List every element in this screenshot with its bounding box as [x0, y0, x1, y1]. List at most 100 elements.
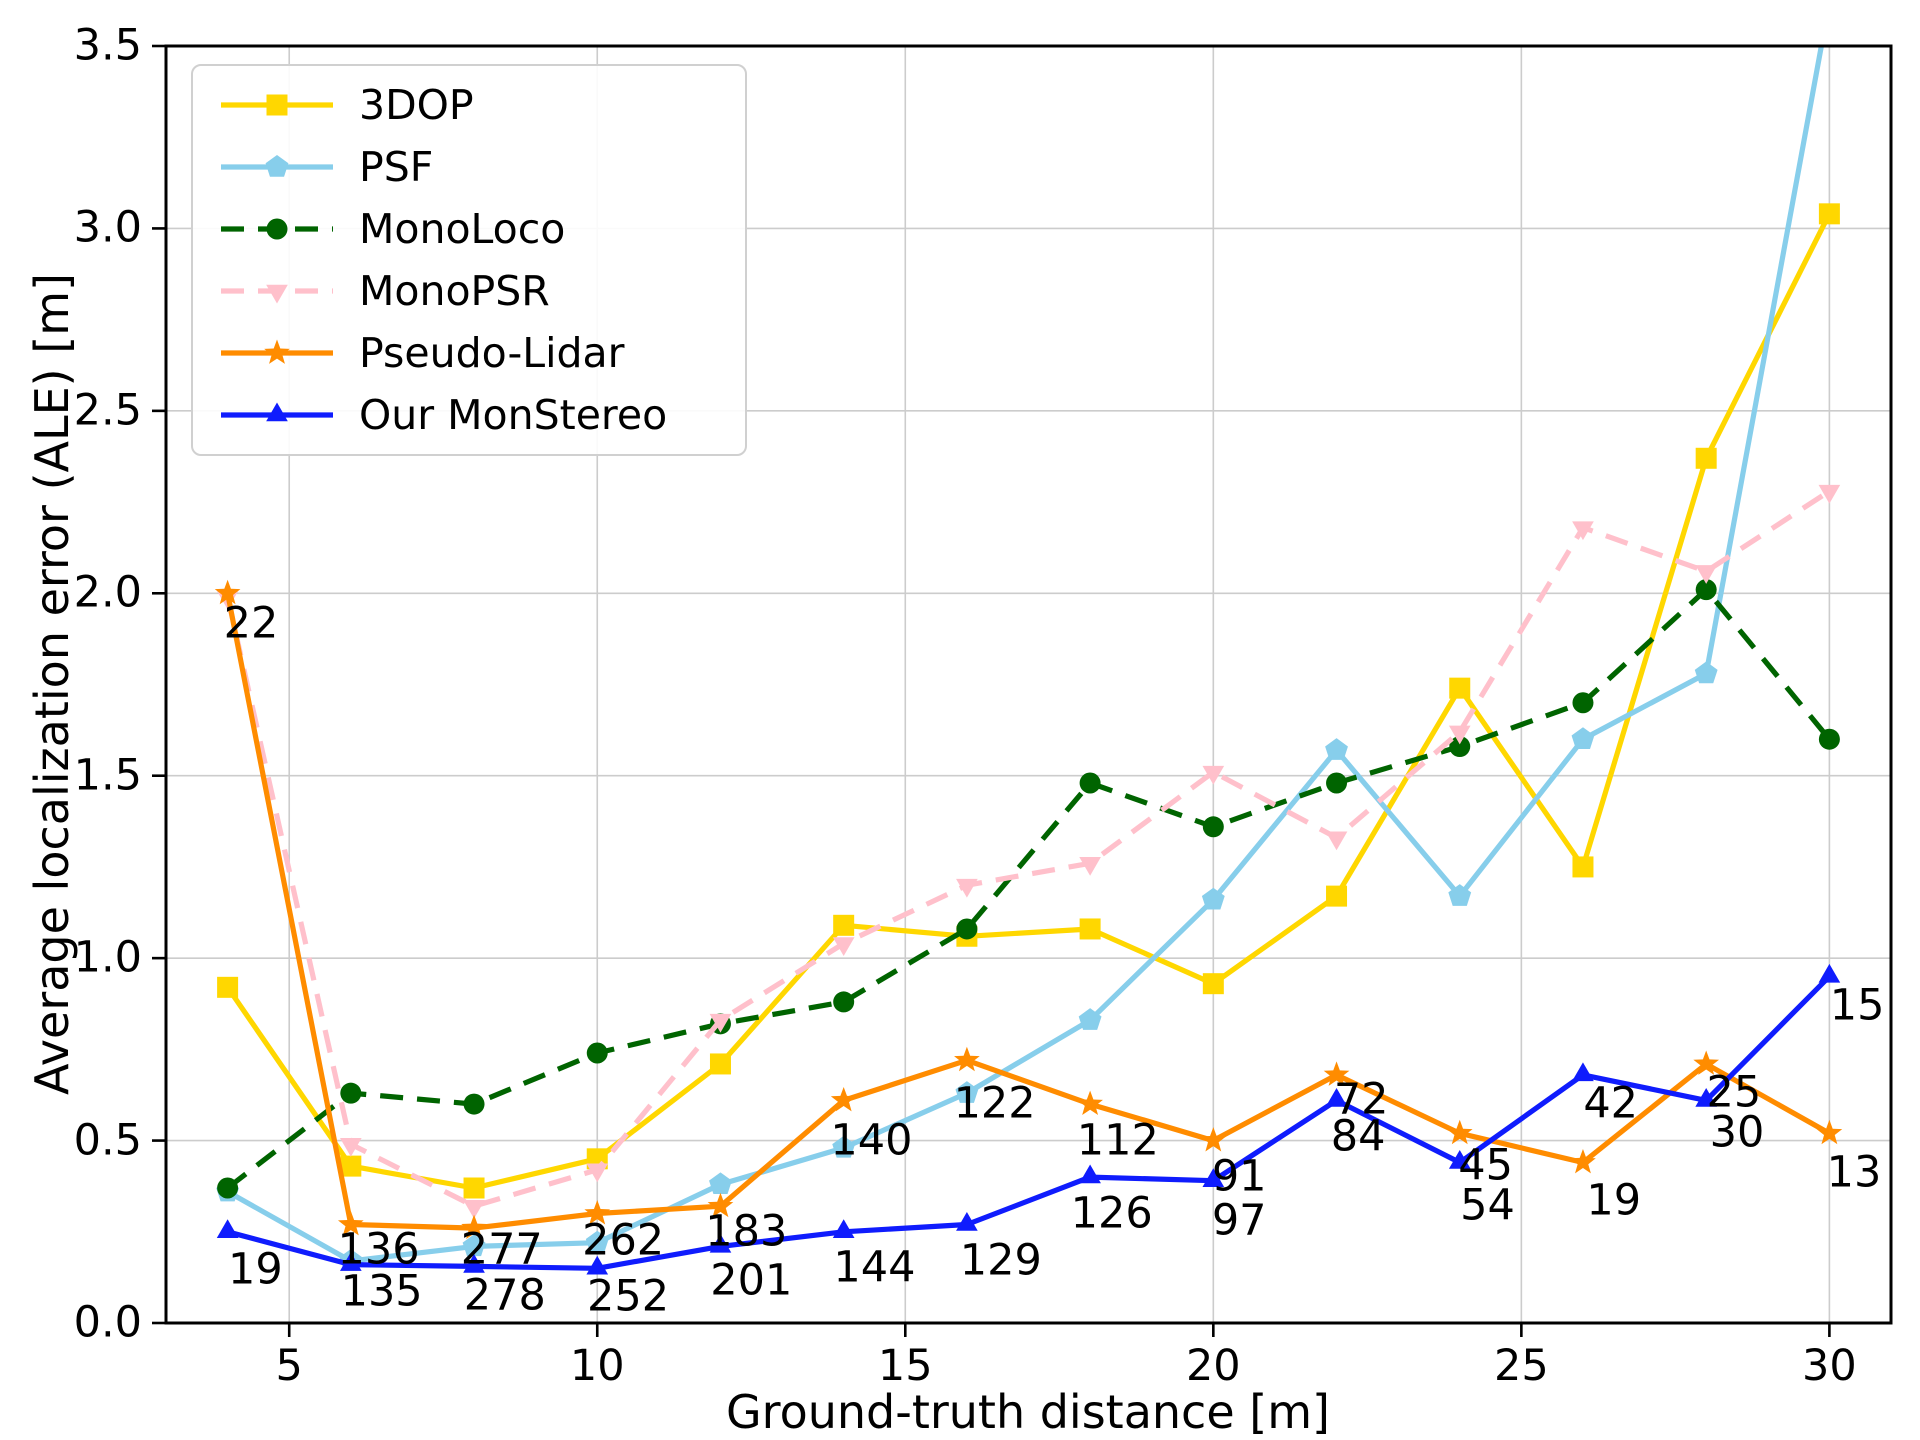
series-monopsr	[216, 484, 1841, 1219]
marker-triangle-up	[1202, 1168, 1225, 1187]
marker-pentagon	[709, 1172, 732, 1195]
marker-triangle-down	[1325, 831, 1348, 851]
y-tick-label: 3.5	[73, 20, 142, 71]
marker-circle	[1818, 728, 1840, 750]
marker-star	[337, 1210, 364, 1236]
marker-circle	[217, 1177, 239, 1199]
series-line	[225, 212, 1832, 1191]
x-tick-label: 25	[1493, 1341, 1549, 1391]
marker-star	[1200, 1127, 1227, 1152]
marker-triangle-down	[266, 284, 288, 304]
count-annotation: 91	[1211, 1151, 1267, 1202]
count-annotation: 201	[710, 1255, 793, 1306]
marker-square	[1202, 973, 1224, 995]
count-annotation: 54	[1460, 1180, 1515, 1231]
count-annotation: 84	[1330, 1111, 1386, 1162]
count-annotation: 277	[460, 1224, 543, 1275]
count-annotation: 122	[953, 1078, 1036, 1129]
marker-star	[1077, 1090, 1103, 1116]
series-pseudo-lidar	[214, 579, 1843, 1240]
series-our-monstereo	[216, 963, 1841, 1275]
marker-circle	[463, 1093, 485, 1115]
marker-pentagon	[955, 1081, 979, 1103]
legend-item-psf: PSF	[193, 142, 745, 191]
x-tick-label: 30	[1802, 1341, 1857, 1391]
marker-star	[461, 1214, 487, 1240]
legend-label: Our MonStereo	[359, 390, 668, 439]
y-tick-label: 1.5	[73, 750, 142, 801]
count-annotation: 262	[582, 1215, 665, 1266]
legend-swatch-triangle-up-icon	[221, 402, 333, 422]
marker-triangle-up	[1325, 1087, 1348, 1107]
legend-swatch-star-icon	[221, 339, 333, 364]
marker-circle	[1572, 692, 1594, 714]
count-annotation: 13	[1826, 1147, 1882, 1198]
marker-triangle-up	[266, 402, 288, 422]
marker-triangle-down	[339, 1137, 362, 1157]
marker-triangle-up	[1695, 1087, 1718, 1107]
legend-item-3dop: 3DOP	[193, 80, 745, 129]
marker-square	[1079, 918, 1101, 940]
marker-circle	[1695, 579, 1717, 601]
x-tick-label: 20	[1185, 1341, 1241, 1391]
marker-square	[266, 94, 288, 116]
marker-circle	[1079, 772, 1101, 794]
marker-triangle-up	[339, 1252, 362, 1271]
marker-pentagon	[1694, 661, 1718, 684]
marker-triangle-down	[1202, 765, 1225, 785]
count-annotation: 72	[1333, 1074, 1389, 1125]
y-axis-label: Average localization error (ALE) [m]	[25, 273, 79, 1095]
marker-circle	[1202, 816, 1224, 838]
count-annotation: 25	[1706, 1067, 1762, 1118]
marker-circle	[1449, 736, 1471, 758]
legend-swatch-square-icon	[221, 94, 333, 116]
marker-square	[217, 976, 239, 998]
marker-triangle-down	[586, 1163, 609, 1183]
legend-item-monopsr: MonoPSR	[193, 266, 745, 315]
marker-circle	[340, 1082, 362, 1104]
legend-label: Pseudo-Lidar	[359, 328, 625, 377]
marker-triangle-down	[956, 878, 978, 898]
count-annotation: 129	[959, 1235, 1042, 1286]
marker-pentagon	[265, 155, 289, 177]
marker-triangle-up	[832, 1219, 855, 1239]
count-annotation: 278	[463, 1270, 546, 1321]
y-tick-label: 0.0	[73, 1297, 142, 1348]
marker-square	[1572, 856, 1594, 878]
marker-triangle-down	[463, 1200, 485, 1219]
x-axis-label: Ground-truth distance [m]	[726, 1385, 1330, 1439]
marker-circle	[1326, 772, 1348, 794]
count-annotation: 144	[833, 1242, 916, 1293]
count-annotation: 19	[1586, 1175, 1642, 1226]
marker-triangle-up	[709, 1233, 732, 1253]
marker-star	[264, 339, 290, 364]
legend: 3DOP PSF MonoLoco MonoPSR Pseudo-Lidar Our Mo…	[191, 64, 747, 456]
marker-triangle-down	[1572, 521, 1594, 541]
legend-label: PSF	[359, 142, 434, 191]
count-annotation: 15	[1829, 980, 1885, 1031]
y-tick-label: 2.0	[73, 567, 142, 618]
marker-square	[833, 914, 855, 936]
legend-label: MonoPSR	[359, 266, 550, 315]
marker-triangle-up	[1818, 963, 1841, 983]
marker-triangle-up	[586, 1255, 609, 1275]
legend-swatch-pentagon-icon	[221, 155, 333, 177]
legend-label: MonoLoco	[359, 204, 566, 253]
legend-item-our-monstereo: Our MonStereo	[193, 390, 745, 439]
legend-item-monoloco: MonoLoco	[193, 204, 745, 253]
marker-pentagon	[832, 1135, 856, 1158]
legend-label: 3DOP	[359, 80, 474, 129]
marker-triangle-up	[956, 1211, 978, 1231]
marker-triangle-up	[463, 1253, 485, 1273]
marker-pentagon	[1448, 884, 1472, 906]
marker-triangle-down	[1818, 484, 1841, 504]
marker-pentagon	[462, 1234, 486, 1257]
marker-star	[707, 1192, 734, 1218]
marker-triangle-up	[1079, 1164, 1101, 1184]
marker-triangle-down	[1079, 857, 1101, 876]
marker-square	[1326, 885, 1348, 907]
marker-star	[1446, 1119, 1473, 1145]
count-annotation: 136	[337, 1224, 420, 1275]
y-tick-label: 2.5	[73, 385, 142, 436]
